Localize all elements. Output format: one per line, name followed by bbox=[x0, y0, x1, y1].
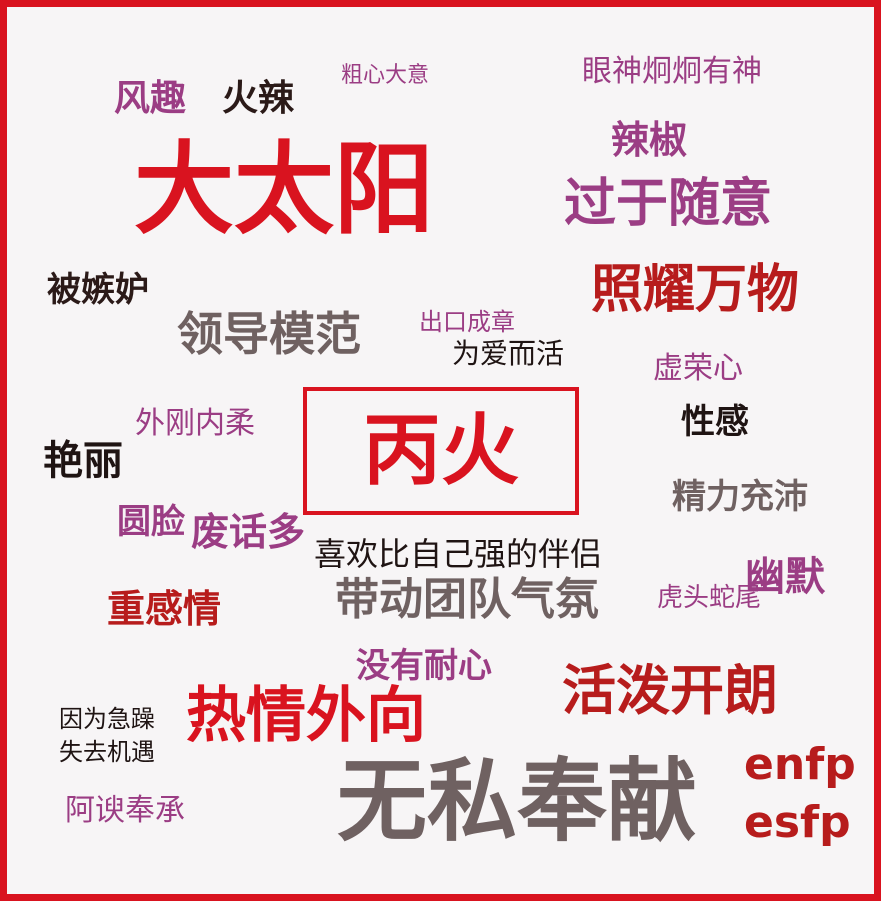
word-meiyounaixin: 没有耐心 bbox=[356, 646, 492, 686]
word-feihuaduo: 废话多 bbox=[191, 510, 306, 554]
center-box: 丙火 bbox=[303, 387, 579, 515]
word-reqingwaixiang: 热情外向 bbox=[186, 681, 426, 751]
word-yanli: 艳丽 bbox=[43, 438, 123, 484]
word-weiaierhuo: 为爱而活 bbox=[452, 337, 565, 370]
word-fengqu: 风趣 bbox=[114, 78, 187, 119]
word-xinggan: 性感 bbox=[681, 402, 749, 442]
word-zhongganqing: 重感情 bbox=[107, 587, 222, 631]
word-beijidu: 被嫉妒 bbox=[47, 270, 149, 310]
word-huopokailang: 活泼开朗 bbox=[562, 659, 778, 722]
word-shiqujiyu: 失去机遇 bbox=[59, 738, 155, 766]
word-lingdaomofan: 领导模范 bbox=[177, 307, 361, 361]
word-esfp: esfp bbox=[744, 797, 851, 848]
word-cuxindayi: 粗心大意 bbox=[341, 63, 430, 88]
word-guoyusuiyi: 过于随意 bbox=[564, 174, 773, 234]
word-jinglichongpei: 精力充沛 bbox=[672, 477, 808, 517]
word-enfp: enfp bbox=[744, 739, 856, 790]
word-daidongtuandui: 带动团队气氛 bbox=[335, 574, 599, 625]
word-xurongxin: 虚荣心 bbox=[653, 351, 743, 386]
center-label: 丙火 bbox=[362, 406, 519, 496]
word-xihuanbiziqiang: 喜欢比自己强的伴侣 bbox=[314, 535, 603, 573]
word-huola: 火辣 bbox=[222, 78, 295, 119]
word-yanshen: 眼神炯炯有神 bbox=[582, 54, 762, 89]
word-zhaoyaowanwu: 照耀万物 bbox=[591, 260, 800, 320]
word-chukouchengzhang: 出口成章 bbox=[419, 308, 515, 336]
word-yinweijizao: 因为急躁 bbox=[59, 705, 155, 733]
word-ayufengcheng: 阿谀奉承 bbox=[65, 793, 185, 828]
word-wusifengxian: 无私奉献 bbox=[337, 749, 697, 854]
word-waigangneirou: 外刚内柔 bbox=[135, 406, 255, 441]
word-lajiao: 辣椒 bbox=[611, 118, 688, 162]
word-hutousheewei: 虎头蛇尾 bbox=[657, 583, 762, 613]
word-yuanlian: 圆脸 bbox=[117, 502, 185, 542]
title-big-sun: 大太阳 bbox=[134, 131, 434, 248]
word-youmo: 幽默 bbox=[745, 554, 825, 600]
